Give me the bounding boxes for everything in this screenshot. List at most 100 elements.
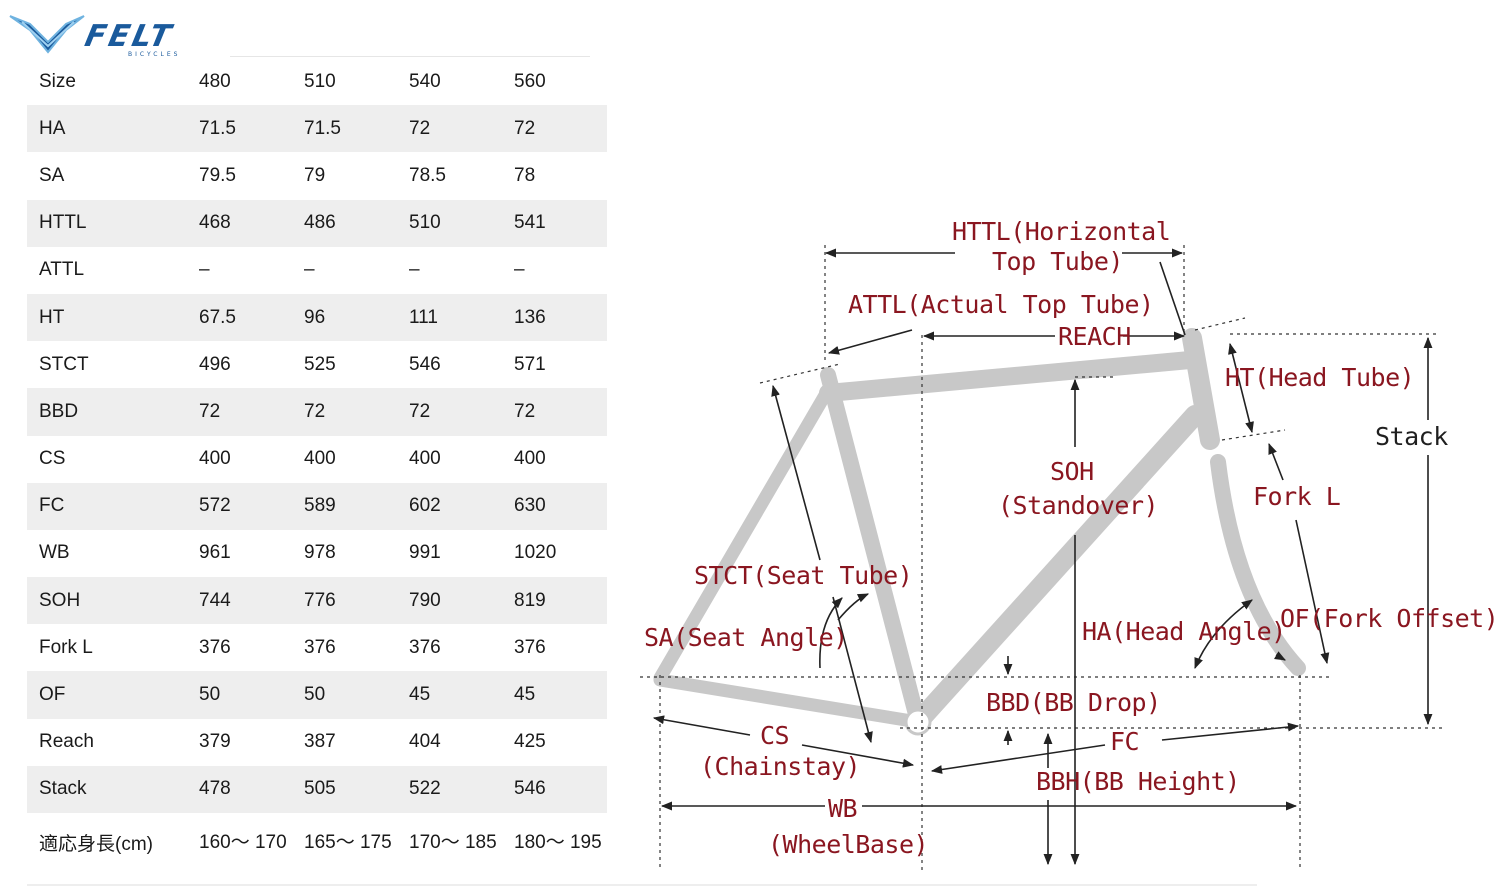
row-label: BBD [27,388,187,436]
table-row: BBD 72 72 72 72 [27,388,607,436]
table-cell: 180～ 195 [514,831,602,853]
footer-divider [27,884,1257,886]
label-sa: SA(Seat Angle) [644,623,848,652]
table-cell: 376 [304,636,336,658]
table-cell: 404 [409,731,441,753]
row-label: HTTL [27,199,187,247]
table-cell: 72 [292,388,397,436]
table-cell: 602 [397,482,502,530]
header-divider [230,56,590,57]
row-label: Stack [27,765,187,813]
label-soh-1: SOH [1050,457,1094,486]
row-label: WB [39,542,70,564]
table-cell: 478 [187,765,292,813]
table-cell: 72 [502,388,607,436]
table-cell: 400 [514,448,546,470]
table-cell: 630 [502,482,607,530]
label-cs-1: CS [760,721,789,750]
table-cell: 376 [514,636,546,658]
table-cell: 376 [409,636,441,658]
table-cell: – [514,259,525,281]
bottom-bracket [904,708,932,736]
brand-name: FELT [82,19,177,54]
table-cell: 425 [514,731,546,753]
table-cell: 71.5 [292,105,397,153]
table-row: HTTL 468 486 510 541 [27,199,607,247]
label-ht: HT(Head Tube) [1225,363,1414,392]
label-bbd: BBD(BB Drop) [986,688,1161,717]
bike-frame [653,328,1306,732]
label-wb-1: WB [828,794,857,823]
table-cell: 96 [292,293,397,342]
table-cell: 541 [502,199,607,247]
row-label: FC [27,482,187,530]
row-label: CS [39,448,66,470]
table-cell: 522 [397,765,502,813]
table-cell: 72 [502,105,607,153]
label-fork-l: Fork L [1253,482,1340,511]
row-label: SA [39,164,65,186]
table-cell: – [199,259,210,281]
table-cell: 496 [199,353,231,375]
table-row: ATTL – – – – [27,247,607,294]
row-label: 適応身長(cm) [39,833,153,855]
table-cell: 961 [199,542,231,564]
table-cell: 400 [409,448,441,470]
table-row: FC 572 589 602 630 [27,482,607,530]
table-cell: 72 [397,388,502,436]
reference-lines [640,245,1445,870]
table-row: STCT 496 525 546 571 [27,341,607,388]
label-attl: ATTL(Actual Top Tube) [848,290,1154,319]
table-cell: 45 [502,671,607,719]
label-of: OF(Fork Offset) [1280,604,1498,633]
table-cell: 776 [292,577,397,625]
table-cell: 510 [397,199,502,247]
table-row: Reach 379 387 404 425 [27,719,607,766]
table-row: CS 400 400 400 400 [27,436,607,483]
label-ha: HA(Head Angle) [1082,617,1286,646]
table-cell: 165～ 175 [304,831,392,853]
table-cell: 486 [292,199,397,247]
table-cell: 379 [199,731,231,753]
table-cell: 589 [292,482,397,530]
table-row: WB 961 978 991 1020 [27,530,607,577]
dimension-arrows [652,248,1433,866]
table-cell: 136 [502,293,607,342]
table-cell: 67.5 [187,293,292,342]
label-stct: STCT(Seat Tube) [694,561,912,590]
table-cell: 50 [187,671,292,719]
table-cell: 111 [397,293,502,342]
row-label: ATTL [39,259,85,281]
table-cell: 376 [199,636,231,658]
table-cell: 72 [397,105,502,153]
row-label: Fork L [39,636,93,658]
label-httl-2: Top Tube) [992,247,1123,276]
table-cell: 71.5 [187,105,292,153]
frame-geometry-diagram: HTTL(Horizontal Top Tube) ATTL(Actual To… [640,217,1499,870]
table-row: Stack 478 505 522 546 [27,765,607,813]
table-cell: 819 [502,577,607,625]
label-cs-2: (Chainstay) [700,752,860,781]
table-cell: 387 [304,731,336,753]
table-cell: 45 [397,671,502,719]
table-cell: 525 [304,353,336,375]
table-cell: 572 [187,482,292,530]
table-cell: 744 [187,577,292,625]
table-cell: 571 [514,353,546,375]
table-cell: 50 [292,671,397,719]
table-row: HA 71.5 71.5 72 72 [27,105,607,153]
table-cell: 790 [397,577,502,625]
table-row: Size 480 510 540 560 [27,58,607,105]
label-wb-2: (WheelBase) [768,830,928,859]
label-reach: REACH [1058,322,1131,351]
table-cell: 78.5 [409,164,446,186]
table-cell: 480 [199,70,231,92]
table-cell: 468 [187,199,292,247]
brand-tagline: BICYCLES [128,51,180,58]
felt-v-mark-icon [9,15,85,54]
row-label: STCT [39,353,89,375]
label-stack: Stack [1375,422,1448,451]
label-httl-1: HTTL(Horizontal [952,217,1170,246]
table-cell: 400 [304,448,336,470]
label-soh-2: (Standover) [998,491,1158,520]
